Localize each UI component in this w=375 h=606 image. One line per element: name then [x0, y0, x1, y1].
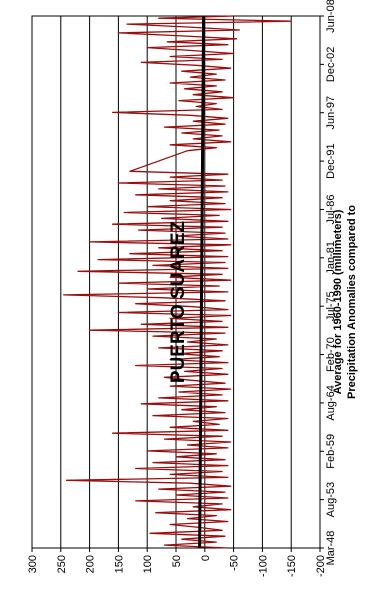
y-tick-label: -100	[257, 555, 269, 577]
y-axis-title-line1: Precipitation Anomalies compared to	[346, 205, 358, 399]
y-tick-label: -50	[229, 555, 241, 571]
anomaly-series-line	[63, 15, 292, 549]
series-layer	[63, 15, 292, 549]
gridlines	[60, 16, 292, 548]
y-tick-label: 250	[56, 555, 68, 573]
x-tick-label: Jun-97	[325, 96, 337, 130]
x-axis-ticks: Mar-48 Aug-53 Feb-59 Aug-64 Feb-70 Jul-75 Jan-…	[320, 0, 337, 565]
y-tick-label: -150	[286, 555, 298, 577]
y-tick-label: 50	[171, 555, 183, 567]
y-tick-label: 150	[113, 555, 125, 573]
x-tick-label: Jun-08	[325, 0, 337, 33]
y-tick-label: -200	[315, 555, 327, 577]
y-tick-label: 100	[142, 555, 154, 573]
x-tick-label: Jul-86	[325, 194, 337, 224]
x-tick-label: Jan-81	[325, 241, 337, 275]
x-tick-label: Mar-48	[325, 531, 337, 566]
x-tick-label: Dec-02	[325, 47, 337, 82]
x-tick-label: Aug-53	[325, 482, 337, 517]
x-tick-label: Jul-75	[325, 291, 337, 321]
x-tick-label: Feb-59	[325, 434, 337, 469]
chart-title: PUERTO SUAREZ	[168, 220, 189, 383]
x-tick-label: Aug-64	[325, 385, 337, 420]
y-tick-label: 300	[27, 555, 39, 573]
y-axis-title-line2: Average for 1960-1990 (millimeters)	[332, 209, 344, 394]
x-tick-label: Feb-70	[325, 337, 337, 372]
y-tick-label: 0	[200, 555, 212, 561]
trend-line	[198, 15, 206, 549]
x-tick-label: Dec-91	[325, 143, 337, 178]
y-axis-ticks: 300 250 200 150 100 50 0 -50 -100 -150 -200	[27, 548, 327, 577]
y-tick-label: 200	[85, 555, 97, 573]
